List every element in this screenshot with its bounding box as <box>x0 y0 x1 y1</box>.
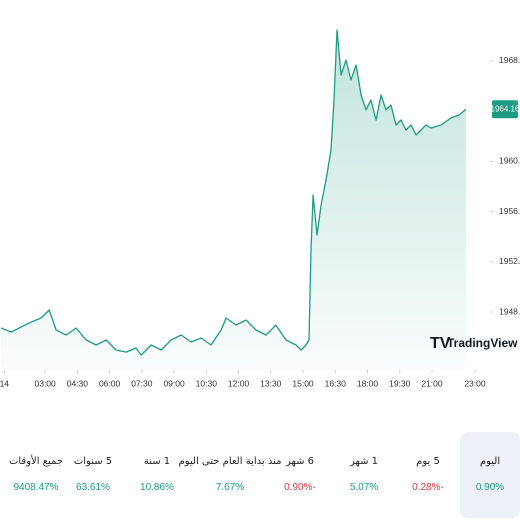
period-tab[interactable]: جميع الأوقات 9408.47% <box>6 432 66 518</box>
x-tick-label: 21:00 <box>421 378 443 388</box>
x-tick-label: 23:00 <box>464 378 486 388</box>
period-change: 0.28%- <box>412 482 444 493</box>
period-change: 0.90% <box>475 482 505 493</box>
area <box>1 30 466 370</box>
y-tick-label: 1956.00 <box>499 206 520 216</box>
period-change: 9408.47% <box>13 482 59 493</box>
period-label: 5 يوم <box>416 456 440 467</box>
y-tick-label: 1948.00 <box>499 306 520 316</box>
period-change: 10.86% <box>140 482 174 493</box>
y-tick-label: 1968.00 <box>499 55 520 65</box>
x-tick-label: 16:30 <box>325 378 347 388</box>
period-label: 1 شهر <box>349 456 379 467</box>
period-label: جميع الأوقات <box>8 456 64 467</box>
logo-mark: TV <box>430 335 451 352</box>
x-tick-label: 13:30 <box>260 378 282 388</box>
x-tick-label: 04:30 <box>67 378 89 388</box>
period-label: 5 سنوات <box>73 456 113 467</box>
last-price-badge <box>492 100 518 119</box>
period-tab[interactable]: منذ بداية العام حتى اليوم 7.67% <box>179 432 282 518</box>
period-change: 63.61% <box>76 482 110 493</box>
watermark: TradingView <box>447 336 518 350</box>
x-tick-label: 07:30 <box>131 378 153 388</box>
x-tick-label: 10:30 <box>196 378 218 388</box>
price-line <box>0 29 467 356</box>
period-tab[interactable]: 5 يوم 0.28%- <box>398 432 458 518</box>
period-change: 0.90%- <box>284 482 316 493</box>
period-change: 5.07% <box>349 482 379 493</box>
period-tabs: اليوم 0.90% 5 يوم 0.28%- 1 شهر 5.07% 6 شهر 0.90… <box>0 432 520 520</box>
period-label: اليوم <box>479 456 501 467</box>
x-tick-label: 06:00 <box>99 378 121 388</box>
period-tab[interactable]: 5 سنوات 63.61% <box>63 432 123 518</box>
period-label: 6 شهر <box>285 456 315 467</box>
period-tab[interactable]: اليوم 0.90% <box>460 432 520 518</box>
x-tick-label: 03:00 <box>34 378 56 388</box>
chart: 1948.00 1952.00 1956.00 1960.00 1968.00 14 03:… <box>0 29 520 388</box>
period-label: 1 سنة <box>143 456 171 467</box>
period-tab[interactable]: 1 سنة 10.86% <box>127 432 187 518</box>
period-tab[interactable]: 6 شهر 0.90%- <box>270 432 330 518</box>
period-label: منذ بداية العام حتى اليوم <box>178 456 282 467</box>
last-price-label: 1964.16 <box>491 104 520 113</box>
y-tick-label: 1960.00 <box>499 156 520 166</box>
x-tick-label: 19:30 <box>389 378 411 388</box>
x-tick-label: 14 <box>0 378 9 388</box>
y-tick-label: 1952.00 <box>499 256 520 266</box>
period-change: 7.67% <box>215 482 245 493</box>
x-tick-label: 09:00 <box>163 378 185 388</box>
x-tick-label: 12:00 <box>228 378 250 388</box>
x-tick-label: 15:00 <box>292 378 314 388</box>
watermark-logo: TV TradingView <box>430 335 518 352</box>
x-tick-label: 18:00 <box>357 378 379 388</box>
period-tab[interactable]: 1 شهر 5.07% <box>334 432 394 518</box>
